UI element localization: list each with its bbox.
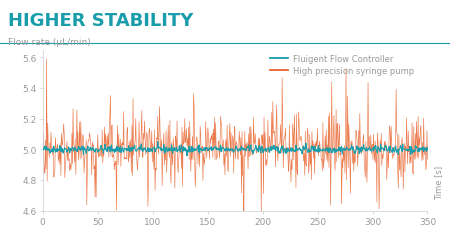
Text: HIGHER STABILITY: HIGHER STABILITY [8, 11, 193, 29]
Text: Flow rate (μL/min): Flow rate (μL/min) [8, 38, 91, 47]
Legend: Fluigent Flow Controller, High precision syringe pump: Fluigent Flow Controller, High precision… [270, 55, 414, 75]
Text: Time [s]: Time [s] [434, 165, 443, 199]
